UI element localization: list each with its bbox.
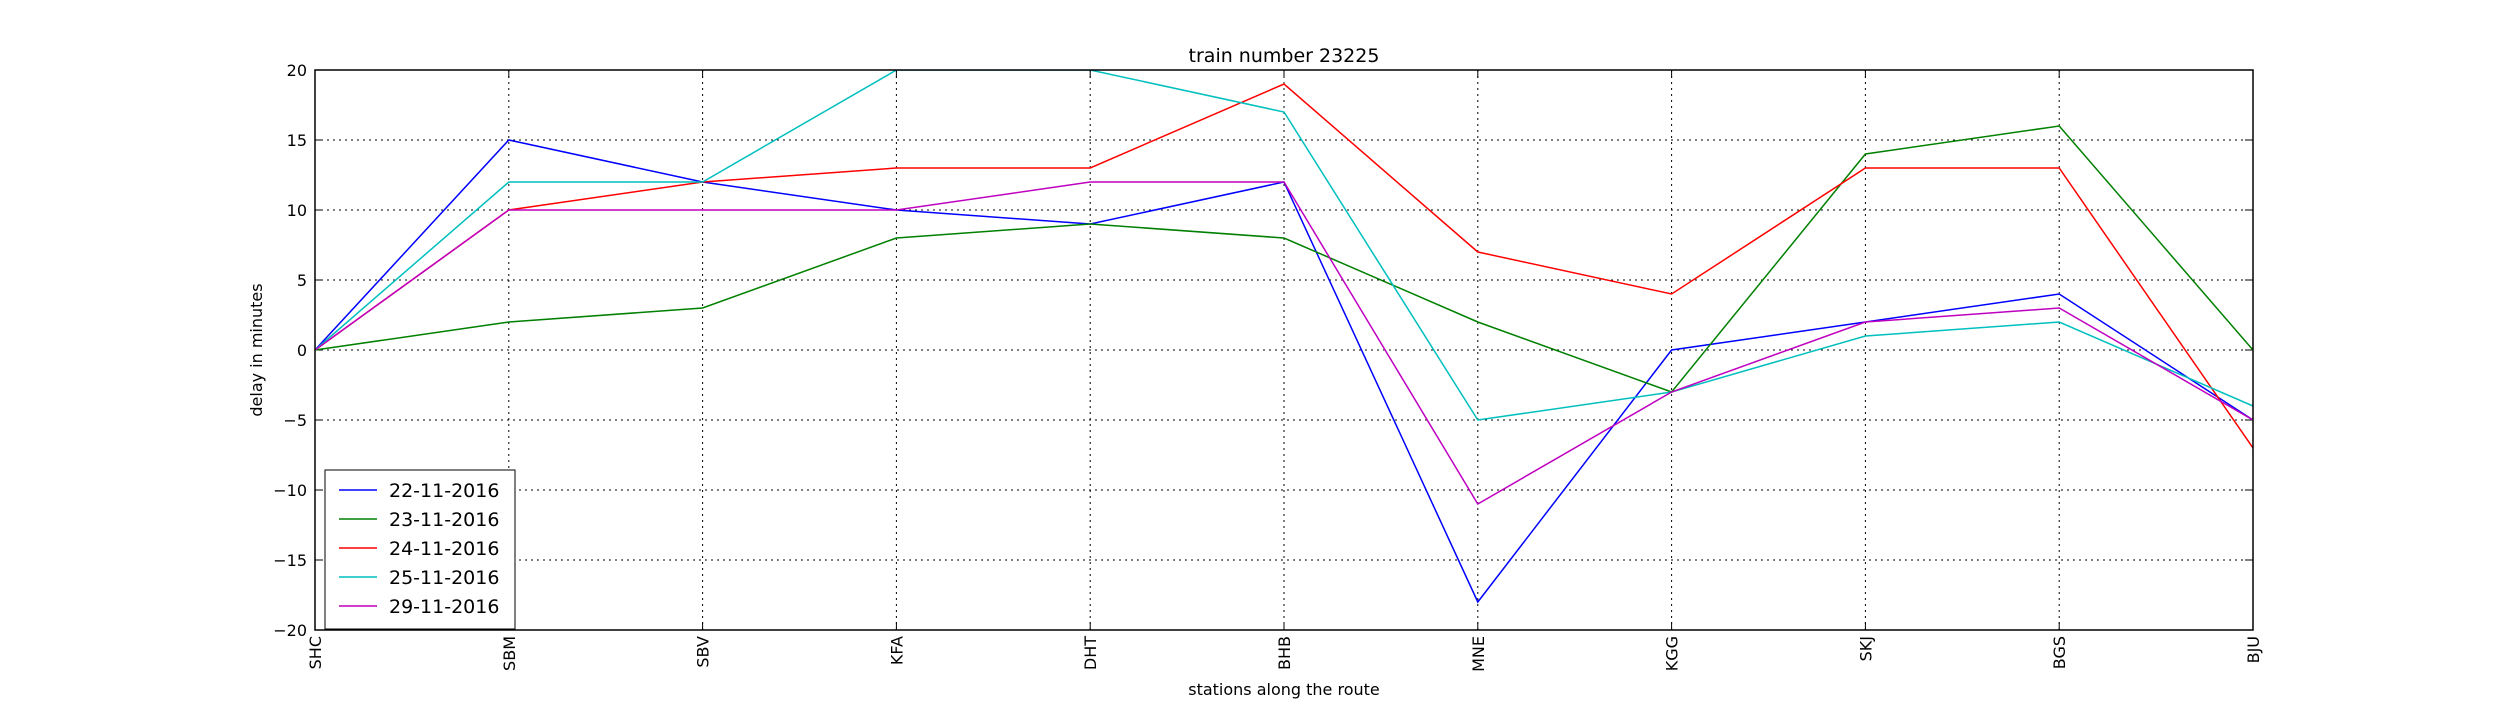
series-line-25-11-2016 bbox=[315, 70, 2253, 421]
x-tick-label: SKJ bbox=[1856, 636, 1875, 661]
legend: 22-11-2016 23-11-2016 24-11-2016 25-11-2016… bbox=[324, 469, 516, 630]
x-tick-label: SHC bbox=[306, 636, 325, 669]
series-line-24-11-2016 bbox=[315, 83, 2253, 449]
x-tick-label: BJU bbox=[2244, 636, 2263, 663]
x-tick-label: MNE bbox=[1469, 636, 1488, 672]
legend-label: 22-11-2016 bbox=[389, 480, 499, 502]
y-tick-label: −10 bbox=[273, 481, 307, 500]
x-tick-label: SBV bbox=[694, 636, 713, 668]
grid-lines bbox=[314, 69, 2254, 631]
axis-ticks: SHC SBM SBV KFA DHT BHB MNE KGG SKJ BGS BJU −20 −15 −… bbox=[273, 61, 2263, 672]
y-tick-label: 0 bbox=[297, 341, 307, 360]
y-tick-label: 20 bbox=[287, 61, 307, 80]
legend-box bbox=[324, 469, 516, 630]
x-tick-label: DHT bbox=[1081, 636, 1100, 670]
x-tick-label: KGG bbox=[1663, 636, 1682, 671]
y-tick-label: 15 bbox=[287, 131, 307, 150]
legend-label: 24-11-2016 bbox=[389, 538, 499, 560]
series-lines bbox=[315, 70, 2253, 604]
y-axis-label: delay in minutes bbox=[247, 283, 266, 416]
x-tick-label: SBM bbox=[500, 636, 519, 671]
chart-title: train number 23225 bbox=[1189, 45, 1380, 67]
x-tick-label: BGS bbox=[2050, 636, 2069, 669]
y-tick-label: −15 bbox=[273, 551, 307, 570]
y-tick-label: −20 bbox=[273, 621, 307, 640]
series-line-29-11-2016 bbox=[315, 181, 2253, 506]
y-tick-label: 10 bbox=[287, 201, 307, 220]
legend-label: 25-11-2016 bbox=[389, 567, 499, 589]
legend-label: 29-11-2016 bbox=[389, 596, 499, 618]
legend-label: 23-11-2016 bbox=[389, 509, 499, 531]
plot-frame bbox=[314, 69, 2254, 631]
x-axis-label: stations along the route bbox=[1188, 680, 1380, 699]
y-tick-label: 5 bbox=[297, 271, 307, 290]
x-tick-label: BHB bbox=[1275, 636, 1294, 670]
series-line-23-11-2016 bbox=[315, 125, 2253, 393]
x-tick-label: KFA bbox=[887, 636, 906, 665]
y-tick-label: −5 bbox=[283, 411, 307, 430]
